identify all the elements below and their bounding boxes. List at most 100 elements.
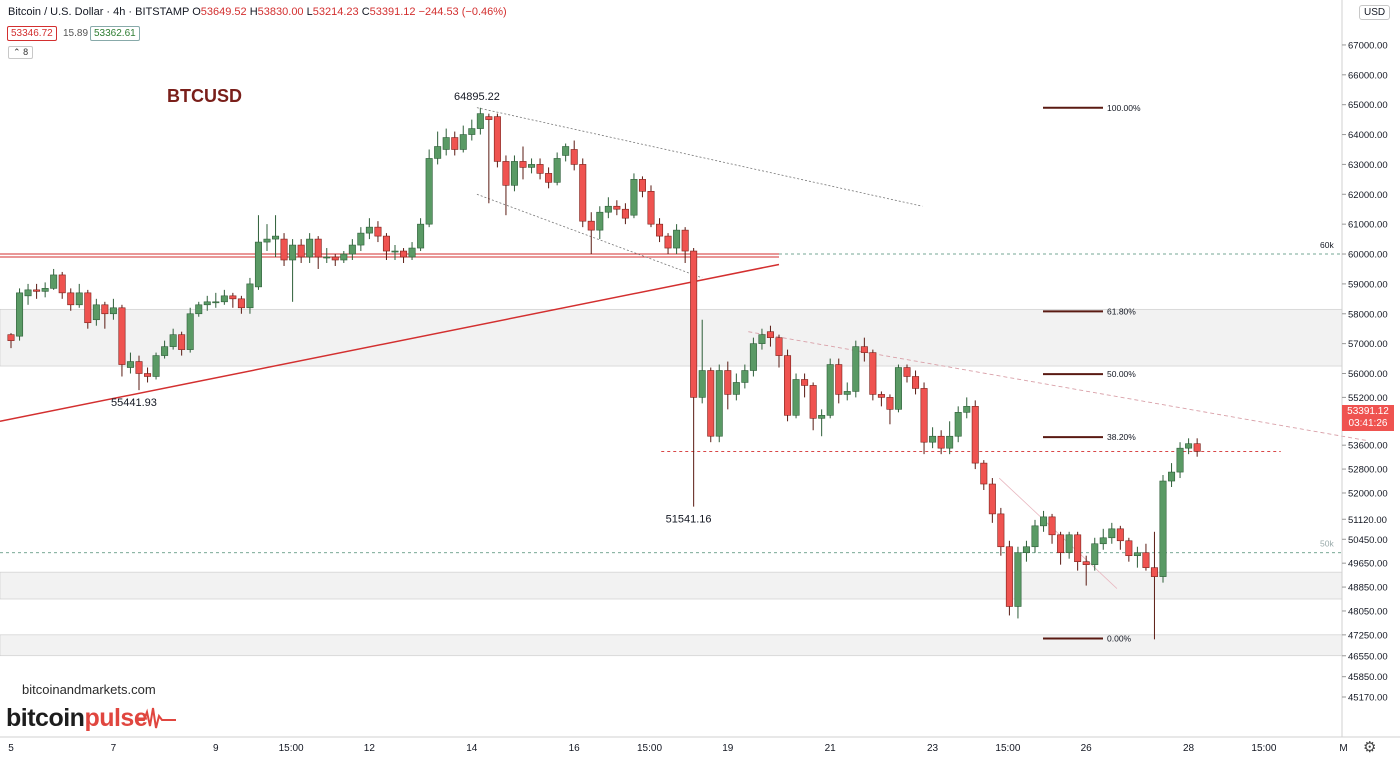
candle-up — [272, 235, 280, 240]
y-tick-label: 53600.00 — [1348, 441, 1388, 452]
candle-up — [408, 247, 416, 258]
y-tick-label: 45850.00 — [1348, 672, 1388, 683]
candle-down — [690, 250, 698, 398]
last-price-value: 53391.12 — [1347, 406, 1389, 417]
last-price-tag: 53391.12 03:41:26 — [1342, 405, 1394, 431]
trendline — [998, 477, 1118, 589]
candle-up — [195, 304, 203, 315]
candle-up — [1185, 443, 1193, 449]
price-annotation: 64895.22 — [454, 91, 500, 103]
trendline — [476, 107, 923, 207]
candle-up — [630, 179, 638, 216]
candle-up — [852, 346, 860, 392]
heartbeat-icon — [138, 707, 176, 729]
y-tick-label: 51120.00 — [1348, 515, 1387, 526]
y-tick-label: 63000.00 — [1348, 160, 1388, 171]
x-tick-label: 15:00 — [279, 743, 304, 754]
candle-up — [126, 361, 134, 368]
candle-up — [476, 113, 484, 129]
open-value: 53649.52 — [200, 6, 247, 18]
candle-up — [604, 205, 612, 213]
candle-down — [860, 346, 868, 353]
close-value: 53391.12 — [369, 6, 416, 18]
candle-down — [400, 250, 408, 258]
ask-price-box[interactable]: 53362.61 — [90, 26, 140, 41]
candle-up — [1108, 528, 1116, 539]
candle-down — [621, 208, 629, 219]
candle-up — [391, 250, 399, 253]
candle-up — [510, 161, 518, 186]
y-tick-label: 56000.00 — [1348, 369, 1388, 380]
candle-down — [178, 334, 186, 350]
candle-down — [237, 298, 245, 309]
candle-down — [724, 370, 732, 395]
collapse-indicators-button[interactable]: ⌃ 8 — [8, 46, 34, 59]
candle-down — [1048, 516, 1056, 536]
candle-down — [451, 137, 459, 150]
x-tick-label: 9 — [213, 743, 219, 754]
candle-down — [493, 116, 501, 162]
y-tick-label: 61000.00 — [1348, 220, 1388, 231]
y-tick-label: 52800.00 — [1348, 465, 1388, 476]
candle-up — [1159, 480, 1167, 577]
candle-up — [1040, 516, 1048, 527]
candle-up — [553, 158, 561, 183]
chevron-up-icon: ⌃ — [13, 47, 21, 57]
trendline — [476, 193, 703, 279]
candle-down — [920, 388, 928, 443]
candle-up — [673, 229, 681, 249]
x-tick-label: 15:00 — [637, 743, 662, 754]
candle-up — [963, 406, 971, 413]
candle-down — [374, 226, 382, 237]
candle-up — [212, 301, 220, 304]
candle-up — [1168, 471, 1176, 482]
support-zone — [0, 308, 1343, 367]
gear-icon[interactable]: ⚙ — [1363, 739, 1377, 756]
candle-down — [784, 355, 792, 416]
candle-down — [775, 337, 783, 356]
candle-down — [912, 376, 920, 389]
candle-down — [536, 164, 544, 174]
candle-down — [613, 205, 621, 210]
candle-down — [869, 352, 877, 395]
y-tick-label: 64000.00 — [1348, 130, 1388, 141]
change-value: −244.53 (−0.46%) — [418, 6, 507, 18]
candle-down — [314, 238, 322, 258]
y-tick-label: 60000.00 — [1348, 250, 1388, 261]
y-tick-label: 65000.00 — [1348, 100, 1388, 111]
price-annotation: 55441.93 — [111, 397, 157, 409]
watermark-site: bitcoinandmarkets.com — [22, 682, 156, 697]
candle-down — [664, 235, 672, 249]
candle-up — [954, 412, 962, 437]
candle-down — [766, 331, 774, 338]
candle-up — [792, 379, 800, 416]
candle-up — [894, 367, 902, 410]
candle-up — [109, 307, 117, 315]
candle-down — [937, 435, 945, 449]
candle-down — [1057, 534, 1065, 554]
x-tick-label: 16 — [569, 743, 581, 754]
countdown-value: 03:41:26 — [1348, 418, 1388, 429]
fib-level-label: 50.00% — [1107, 369, 1136, 379]
candle-down — [903, 367, 911, 377]
fib-level-label: 61.80% — [1107, 306, 1136, 316]
x-tick-label: 14 — [466, 743, 478, 754]
candle-down — [297, 244, 305, 258]
symbol-label[interactable]: Bitcoin / U.S. Dollar · 4h · BITSTAMP — [8, 6, 190, 18]
candle-down — [331, 256, 339, 261]
currency-button[interactable]: USD — [1359, 5, 1391, 20]
fib-level-label: 0.00% — [1107, 633, 1132, 643]
candle-down — [135, 361, 143, 374]
candle-down — [519, 161, 527, 168]
x-tick-label: 5 — [8, 743, 14, 754]
candle-up — [254, 241, 262, 288]
candle-down — [485, 116, 493, 120]
bid-price-box[interactable]: 53346.72 — [7, 26, 57, 41]
candle-down — [1150, 567, 1158, 577]
candle-down — [67, 292, 75, 306]
candle-down — [33, 289, 41, 292]
candle-up — [323, 256, 331, 259]
y-tick-label: 48850.00 — [1348, 583, 1388, 594]
logo-part-1: bitcoin — [6, 704, 85, 732]
